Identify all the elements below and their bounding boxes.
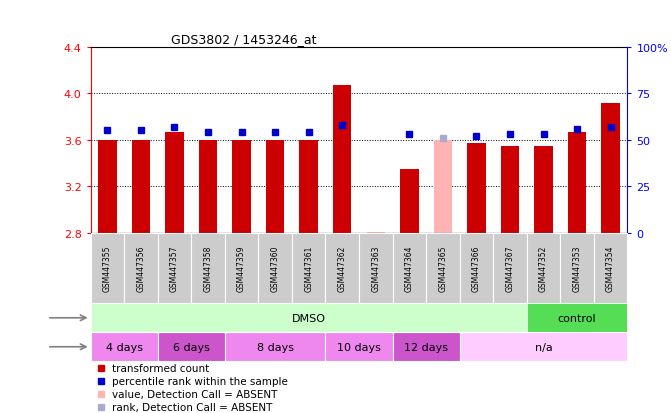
Bar — [400, 169, 419, 233]
FancyBboxPatch shape — [393, 332, 460, 361]
Bar — [501, 146, 519, 233]
Text: DMSO: DMSO — [292, 313, 325, 323]
FancyBboxPatch shape — [258, 233, 292, 304]
FancyBboxPatch shape — [393, 233, 426, 304]
Bar — [601, 103, 620, 233]
Text: value, Detection Call = ABSENT: value, Detection Call = ABSENT — [112, 389, 277, 399]
Bar — [266, 140, 285, 233]
FancyBboxPatch shape — [460, 332, 627, 361]
Text: 12 days: 12 days — [404, 342, 448, 352]
Text: GDS3802 / 1453246_at: GDS3802 / 1453246_at — [171, 33, 317, 46]
Text: GSM447357: GSM447357 — [170, 245, 179, 292]
Text: GSM447359: GSM447359 — [237, 245, 246, 292]
FancyBboxPatch shape — [292, 233, 325, 304]
Text: GSM447355: GSM447355 — [103, 245, 112, 292]
Bar — [433, 140, 452, 233]
FancyBboxPatch shape — [527, 233, 560, 304]
Text: GSM447367: GSM447367 — [505, 245, 515, 292]
Text: GSM447356: GSM447356 — [136, 245, 146, 292]
Text: GSM447354: GSM447354 — [606, 245, 615, 292]
FancyBboxPatch shape — [460, 233, 493, 304]
Bar — [199, 140, 217, 233]
Text: GSM447353: GSM447353 — [572, 245, 582, 292]
Text: 8 days: 8 days — [256, 342, 294, 352]
FancyBboxPatch shape — [359, 233, 393, 304]
FancyBboxPatch shape — [493, 233, 527, 304]
FancyBboxPatch shape — [325, 332, 393, 361]
Text: rank, Detection Call = ABSENT: rank, Detection Call = ABSENT — [112, 401, 272, 411]
Text: GSM447363: GSM447363 — [371, 245, 380, 292]
FancyBboxPatch shape — [124, 233, 158, 304]
FancyBboxPatch shape — [325, 233, 359, 304]
FancyBboxPatch shape — [91, 304, 527, 332]
Bar — [165, 132, 184, 233]
Text: transformed count: transformed count — [112, 363, 209, 373]
FancyBboxPatch shape — [91, 233, 124, 304]
Text: 10 days: 10 days — [337, 342, 381, 352]
Text: n/a: n/a — [535, 342, 552, 352]
Text: GSM447361: GSM447361 — [304, 245, 313, 292]
Bar — [98, 140, 117, 233]
Text: GSM447352: GSM447352 — [539, 245, 548, 292]
Bar — [232, 140, 251, 233]
FancyBboxPatch shape — [191, 233, 225, 304]
FancyBboxPatch shape — [225, 332, 325, 361]
FancyBboxPatch shape — [158, 233, 191, 304]
Bar — [132, 140, 150, 233]
Text: 4 days: 4 days — [105, 342, 143, 352]
FancyBboxPatch shape — [225, 233, 258, 304]
Text: GSM447365: GSM447365 — [438, 245, 448, 292]
Text: 6 days: 6 days — [173, 342, 209, 352]
Text: GSM447362: GSM447362 — [338, 245, 347, 292]
FancyBboxPatch shape — [426, 233, 460, 304]
FancyBboxPatch shape — [594, 233, 627, 304]
Text: GSM447358: GSM447358 — [203, 245, 213, 292]
FancyBboxPatch shape — [527, 304, 627, 332]
Bar — [568, 132, 586, 233]
FancyBboxPatch shape — [560, 233, 594, 304]
Text: GSM447364: GSM447364 — [405, 245, 414, 292]
Text: GSM447366: GSM447366 — [472, 245, 481, 292]
Bar — [333, 86, 352, 233]
FancyBboxPatch shape — [158, 332, 225, 361]
Bar — [299, 140, 318, 233]
Text: percentile rank within the sample: percentile rank within the sample — [112, 376, 288, 386]
Text: control: control — [558, 313, 597, 323]
Bar — [467, 144, 486, 233]
FancyBboxPatch shape — [91, 332, 158, 361]
Bar — [534, 146, 553, 233]
Bar — [366, 232, 385, 233]
Text: GSM447360: GSM447360 — [270, 245, 280, 292]
